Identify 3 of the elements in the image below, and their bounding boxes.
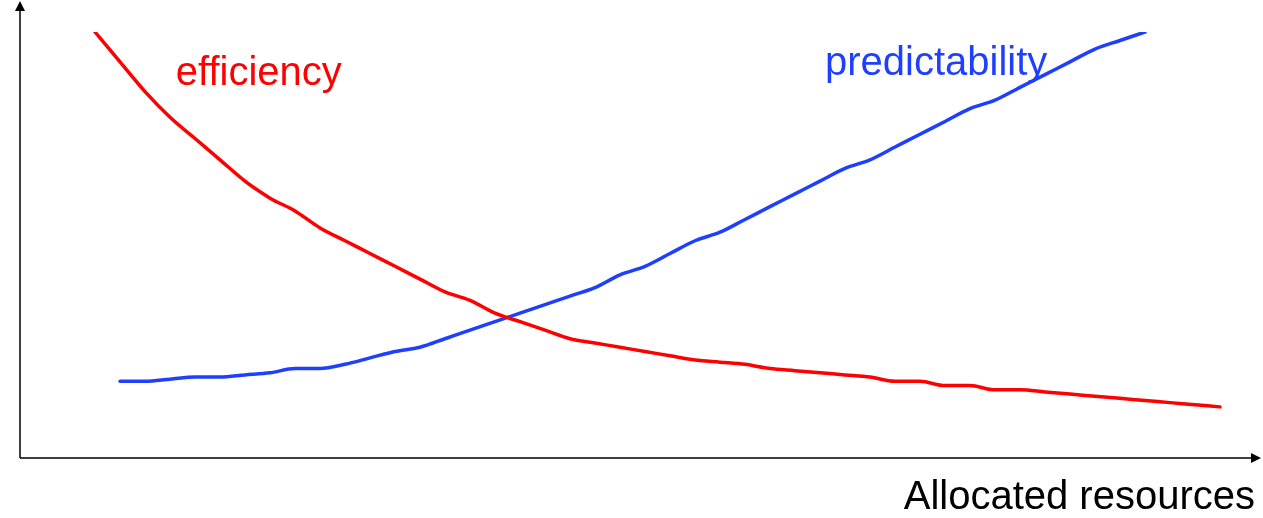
series-label: efficiency — [175, 49, 342, 93]
series-label: predictability — [825, 39, 1048, 83]
x-axis-title: Allocated resources — [903, 473, 1255, 518]
